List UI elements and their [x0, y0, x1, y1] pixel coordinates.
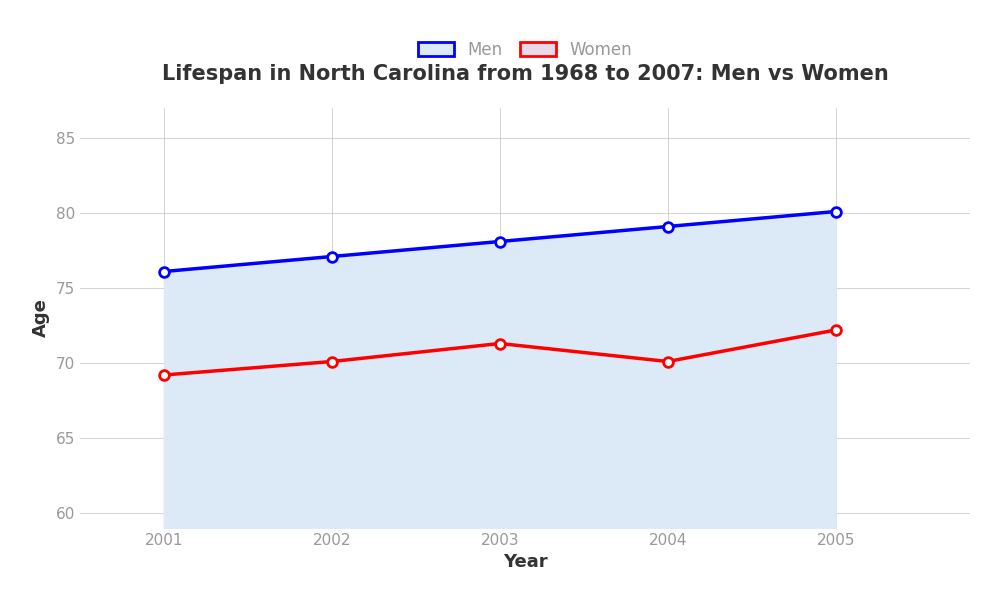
Legend: Men, Women: Men, Women: [418, 41, 632, 59]
X-axis label: Year: Year: [503, 553, 547, 571]
Y-axis label: Age: Age: [32, 299, 50, 337]
Title: Lifespan in North Carolina from 1968 to 2007: Men vs Women: Lifespan in North Carolina from 1968 to …: [162, 64, 888, 84]
